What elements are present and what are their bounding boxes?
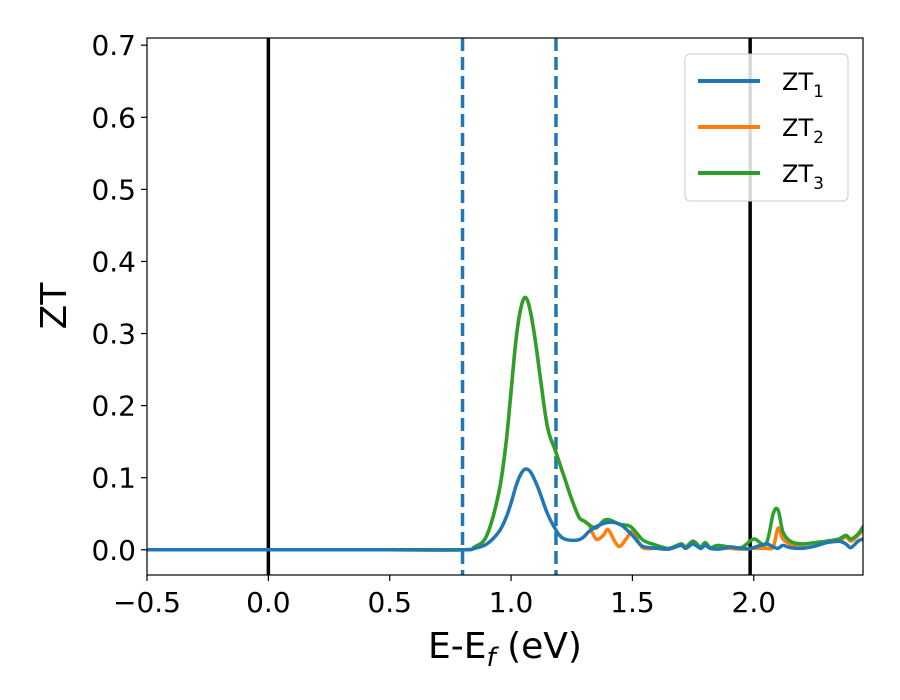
y-tick-label: 0.0 (91, 534, 136, 567)
y-tick-label: 0.3 (91, 318, 136, 351)
y-tick-label: 0.5 (91, 173, 136, 206)
plot-area-frame (146, 37, 864, 576)
x-tick-label: 1.5 (610, 586, 655, 619)
x-tick-label: 0.0 (246, 586, 291, 619)
y-axis-title: ZT (34, 282, 75, 330)
x-tick-label: −0.5 (113, 586, 181, 619)
x-axis-ticks: −0.5 0.0 0.5 1.0 1.5 2.0 (113, 575, 776, 619)
x-tick-label: 1.0 (489, 586, 534, 619)
legend: ZT1 ZT2 ZT3 (684, 53, 849, 202)
series-line-zt2 (147, 295, 863, 552)
x-axis-title-unit: (eV) (496, 626, 582, 667)
x-axis-title: E-Ef (eV) (428, 626, 582, 673)
series-lines (147, 295, 863, 552)
reference-lines (266, 38, 752, 575)
series-line-zt3 (147, 295, 863, 552)
y-tick-label: 0.4 (91, 245, 136, 278)
x-tick-label: 2.0 (732, 586, 777, 619)
y-tick-label: 0.6 (91, 101, 136, 134)
x-tick-label: 0.5 (367, 586, 412, 619)
series-line-zt1 (147, 467, 863, 552)
legend-box (684, 53, 849, 202)
legend-label-zt1: ZT1 (782, 68, 824, 102)
y-tick-label: 0.7 (91, 29, 136, 62)
legend-label-zt2: ZT2 (782, 114, 824, 148)
y-tick-label: 0.2 (91, 390, 136, 423)
y-tick-label: 0.1 (91, 462, 136, 495)
legend-label-zt3: ZT3 (782, 160, 824, 194)
y-axis-ticks: 0.0 0.1 0.2 0.3 0.4 0.5 0.6 0.7 (91, 29, 147, 567)
